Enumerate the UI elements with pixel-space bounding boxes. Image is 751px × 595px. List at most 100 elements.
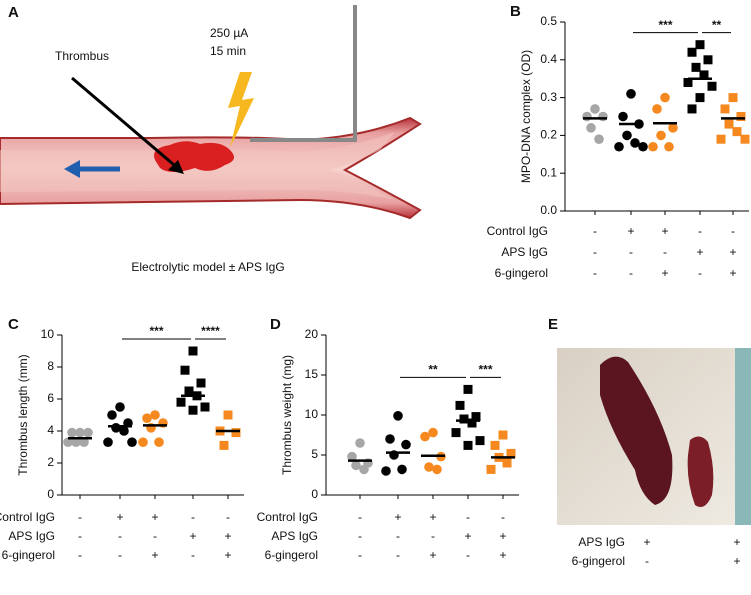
flow-arrowhead bbox=[64, 160, 80, 178]
point bbox=[594, 134, 604, 144]
condition-value: - bbox=[153, 529, 157, 543]
significance-label: ** bbox=[428, 363, 438, 377]
point bbox=[720, 104, 730, 114]
y-tick-label: 6 bbox=[47, 391, 54, 405]
condition-value: - bbox=[501, 510, 505, 524]
point bbox=[359, 464, 369, 475]
point bbox=[648, 141, 658, 152]
point bbox=[67, 427, 77, 438]
point bbox=[691, 62, 701, 72]
condition-value: + bbox=[696, 245, 703, 259]
point bbox=[347, 451, 357, 462]
point bbox=[393, 411, 403, 421]
photo: E APS IgG + + 6-gingerol - + bbox=[548, 316, 751, 568]
condition-value: + bbox=[499, 548, 506, 562]
point bbox=[716, 134, 726, 144]
point bbox=[231, 428, 241, 438]
caption: Electrolytic model ± APS IgG bbox=[131, 260, 284, 274]
duration-label: 15 min bbox=[210, 44, 246, 58]
point bbox=[142, 413, 152, 424]
condition-value: - bbox=[358, 548, 362, 562]
point bbox=[119, 426, 129, 436]
pointer-head bbox=[168, 160, 184, 174]
condition-value: + bbox=[116, 510, 123, 524]
y-tick-label: 0 bbox=[47, 487, 54, 501]
point bbox=[115, 402, 125, 412]
condition-value: - bbox=[118, 548, 122, 562]
condition-value: - bbox=[358, 510, 362, 524]
condition-value: - bbox=[663, 245, 667, 259]
point bbox=[200, 402, 210, 412]
point bbox=[630, 138, 640, 148]
y-tick-label: 0.3 bbox=[540, 90, 557, 104]
thrombus-label: Thrombus bbox=[55, 49, 109, 63]
current-label: 250 µA bbox=[210, 26, 248, 40]
point bbox=[154, 437, 164, 448]
condition-value: + bbox=[189, 529, 196, 543]
panel-label: B bbox=[510, 3, 521, 20]
y-tick-label: 20 bbox=[305, 327, 319, 341]
point bbox=[401, 439, 411, 450]
condition-value: + bbox=[429, 510, 436, 524]
condition-value: - bbox=[698, 266, 702, 280]
condition-value: + bbox=[394, 510, 401, 524]
point bbox=[71, 437, 81, 448]
point bbox=[463, 440, 473, 450]
point bbox=[196, 378, 206, 388]
condition-name: Control IgG bbox=[0, 510, 55, 524]
significance-label: *** bbox=[478, 363, 492, 377]
point bbox=[490, 440, 500, 450]
point bbox=[586, 123, 596, 133]
point bbox=[590, 104, 600, 114]
condition-value: + bbox=[429, 548, 436, 562]
condition-value: + bbox=[729, 245, 736, 259]
condition-value: - bbox=[593, 266, 597, 280]
point bbox=[428, 427, 438, 438]
y-tick-label: 0.5 bbox=[540, 14, 557, 28]
point bbox=[687, 47, 697, 57]
diagram: A 250 µA 15 min Thrombus Electrolytic mo… bbox=[0, 4, 422, 274]
condition-value: - bbox=[593, 245, 597, 259]
condition-value: + bbox=[151, 548, 158, 562]
condition-name: Control IgG bbox=[487, 224, 548, 238]
point bbox=[420, 431, 430, 442]
condition-name: APS IgG bbox=[8, 529, 55, 543]
point bbox=[424, 462, 434, 472]
panel-label: E bbox=[548, 316, 558, 333]
point bbox=[180, 365, 190, 375]
row-value: + bbox=[733, 554, 740, 568]
condition-name: 6-gingerol bbox=[2, 548, 55, 562]
point bbox=[75, 427, 85, 438]
point bbox=[622, 130, 632, 141]
point bbox=[451, 428, 461, 438]
point bbox=[138, 437, 148, 448]
point bbox=[703, 55, 713, 65]
y-tick-label: 10 bbox=[305, 407, 319, 421]
point bbox=[582, 111, 592, 122]
condition-value: - bbox=[396, 529, 400, 543]
y-tick-label: 5 bbox=[311, 447, 318, 461]
condition-value: + bbox=[627, 224, 634, 238]
y-tick-label: 0.2 bbox=[540, 128, 557, 142]
panel-label: C bbox=[8, 316, 19, 333]
condition-value: - bbox=[191, 510, 195, 524]
condition-value: - bbox=[78, 548, 82, 562]
panel-label: A bbox=[8, 4, 19, 21]
point bbox=[506, 448, 516, 458]
point bbox=[351, 460, 361, 471]
point bbox=[467, 418, 477, 428]
point bbox=[432, 464, 442, 475]
condition-value: - bbox=[466, 510, 470, 524]
point bbox=[397, 464, 407, 475]
point bbox=[695, 40, 705, 50]
y-tick-label: 0.0 bbox=[540, 203, 557, 217]
y-tick-label: 0 bbox=[311, 487, 318, 501]
row-value: - bbox=[645, 554, 649, 568]
point bbox=[83, 427, 93, 438]
condition-name: 6-gingerol bbox=[495, 266, 548, 280]
condition-value: + bbox=[464, 529, 471, 543]
point bbox=[127, 437, 137, 448]
point bbox=[385, 434, 395, 444]
point bbox=[475, 436, 485, 446]
